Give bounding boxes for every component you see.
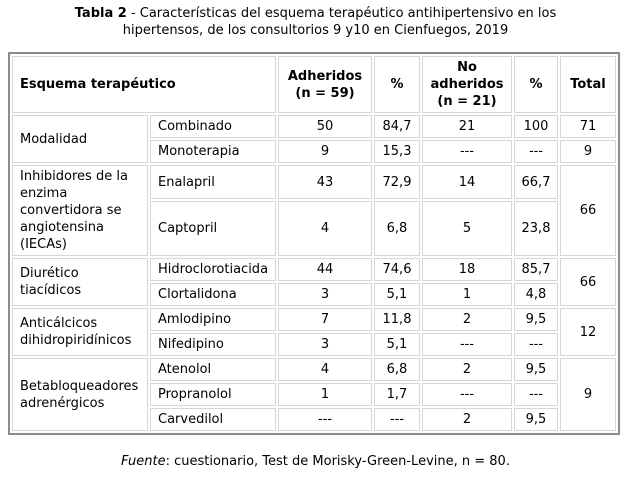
- table-title-text: - Características del esquema terapéutic…: [122, 6, 557, 38]
- value-cell: 4: [278, 358, 372, 381]
- total-cell: 9: [560, 140, 616, 163]
- drug-cell: Captopril: [150, 201, 276, 256]
- source-text: : cuestionario, Test de Morisky-Green-Le…: [165, 454, 510, 469]
- value-cell: 7: [278, 308, 372, 331]
- value-cell: 2: [422, 408, 512, 431]
- value-cell: 9,5: [514, 358, 558, 381]
- table-row: Betabloqueadores adrenérgicos Atenolol 4…: [12, 358, 616, 431]
- value-cell: 14: [422, 165, 512, 200]
- table-row: Inhibidores de la enzima convertidora se…: [12, 165, 616, 256]
- value-cell: 21: [422, 115, 512, 138]
- header-pct-no-adheridos: %: [514, 56, 558, 113]
- source-note: Fuente: cuestionario, Test de Morisky-Gr…: [0, 454, 631, 469]
- value-cell: ---: [514, 383, 558, 406]
- value-cell: 11,8: [374, 308, 420, 331]
- value-cell: 6,8: [374, 358, 420, 381]
- value-cell: 1,7: [374, 383, 420, 406]
- drug-cell: Nifedipino: [150, 333, 276, 356]
- value-cell: 23,8: [514, 201, 558, 256]
- value-cell: ---: [374, 408, 420, 431]
- group-total-cell: 66: [560, 165, 616, 256]
- category-cell: Inhibidores de la enzima convertidora se…: [12, 165, 148, 256]
- drug-cell: Atenolol: [150, 358, 276, 381]
- table-title: Tabla 2 - Características del esquema te…: [0, 0, 631, 39]
- data-table: Esquema terapéutico Adheridos (n = 59) %…: [8, 52, 620, 435]
- value-cell: ---: [422, 383, 512, 406]
- drug-cell: Hidroclorotiacida: [150, 258, 276, 281]
- table-row: Anticálcicos dihidropiridínicos Amlodipi…: [12, 308, 616, 356]
- value-cell: ---: [422, 140, 512, 163]
- value-cell: 18: [422, 258, 512, 281]
- value-cell: 1: [278, 383, 372, 406]
- value-cell: ---: [278, 408, 372, 431]
- value-cell: 43: [278, 165, 372, 200]
- table-row: Carvedilol --- --- 2 9,5: [12, 408, 616, 431]
- value-cell: 9: [278, 140, 372, 163]
- value-cell: 9,5: [514, 308, 558, 331]
- category-cell: Betabloqueadores adrenérgicos: [12, 358, 148, 431]
- value-cell: 15,3: [374, 140, 420, 163]
- value-cell: 1: [422, 283, 512, 306]
- drug-cell: Propranolol: [150, 383, 276, 406]
- value-cell: ---: [422, 333, 512, 356]
- table-row: Captopril 4 6,8 5 23,8: [12, 201, 616, 256]
- value-cell: 84,7: [374, 115, 420, 138]
- category-cell: Diurético tiacídicos: [12, 258, 148, 306]
- value-cell: 3: [278, 333, 372, 356]
- table-title-number: Tabla 2: [74, 6, 127, 21]
- table-row: Propranolol 1 1,7 --- ---: [12, 383, 616, 406]
- value-cell: 9,5: [514, 408, 558, 431]
- group-total-cell: 66: [560, 258, 616, 306]
- value-cell: 5,1: [374, 333, 420, 356]
- header-adheridos: Adheridos (n = 59): [278, 56, 372, 113]
- value-cell: 5,1: [374, 283, 420, 306]
- value-cell: 6,8: [374, 201, 420, 256]
- group-total-cell: 9: [560, 358, 616, 431]
- source-label: Fuente: [121, 454, 166, 469]
- value-cell: 74,6: [374, 258, 420, 281]
- drug-cell: Combinado: [150, 115, 276, 138]
- value-cell: 5: [422, 201, 512, 256]
- table-row: Clortalidona 3 5,1 1 4,8: [12, 283, 616, 306]
- value-cell: 85,7: [514, 258, 558, 281]
- table-row: Diurético tiacídicos Hidroclorotiacida 4…: [12, 258, 616, 306]
- value-cell: 50: [278, 115, 372, 138]
- value-cell: ---: [514, 333, 558, 356]
- header-no-adheridos: No adheridos (n = 21): [422, 56, 512, 113]
- header-total: Total: [560, 56, 616, 113]
- value-cell: 3: [278, 283, 372, 306]
- drug-cell: Amlodipino: [150, 308, 276, 331]
- value-cell: 66,7: [514, 165, 558, 200]
- value-cell: 72,9: [374, 165, 420, 200]
- header-pct-adheridos: %: [374, 56, 420, 113]
- table-row: Monoterapia 9 15,3 --- --- 9: [12, 140, 616, 163]
- value-cell: 2: [422, 308, 512, 331]
- value-cell: 4: [278, 201, 372, 256]
- table-row: Modalidad Combinado 50 84,7 21 100 71: [12, 115, 616, 163]
- value-cell: 4,8: [514, 283, 558, 306]
- group-total-cell: 12: [560, 308, 616, 356]
- drug-cell: Enalapril: [150, 165, 276, 200]
- table-row: Nifedipino 3 5,1 --- ---: [12, 333, 616, 356]
- drug-cell: Clortalidona: [150, 283, 276, 306]
- value-cell: 44: [278, 258, 372, 281]
- total-cell: 71: [560, 115, 616, 138]
- value-cell: 2: [422, 358, 512, 381]
- value-cell: 100: [514, 115, 558, 138]
- category-cell: Modalidad: [12, 115, 148, 163]
- header-row: Esquema terapéutico Adheridos (n = 59) %…: [12, 56, 616, 113]
- category-cell: Anticálcicos dihidropiridínicos: [12, 308, 148, 356]
- header-esquema: Esquema terapéutico: [12, 56, 276, 113]
- drug-cell: Carvedilol: [150, 408, 276, 431]
- drug-cell: Monoterapia: [150, 140, 276, 163]
- value-cell: ---: [514, 140, 558, 163]
